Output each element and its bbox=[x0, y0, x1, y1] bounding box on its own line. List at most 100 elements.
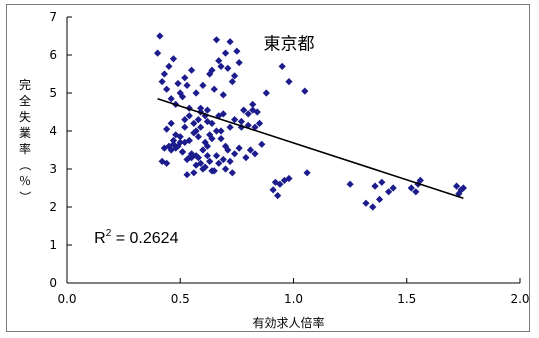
data-point bbox=[221, 49, 230, 57]
data-point bbox=[210, 167, 218, 175]
y-tick-label: 5 bbox=[49, 86, 57, 100]
data-point bbox=[235, 59, 243, 67]
data-point bbox=[194, 133, 202, 141]
data-point bbox=[185, 154, 193, 162]
data-point bbox=[249, 100, 257, 108]
data-point bbox=[192, 89, 200, 97]
data-point bbox=[163, 85, 171, 93]
y-axis-label-char: 失 bbox=[19, 109, 31, 124]
data-point bbox=[274, 192, 282, 200]
data-point bbox=[160, 70, 168, 78]
data-point bbox=[183, 81, 191, 89]
data-point bbox=[452, 182, 461, 190]
data-point bbox=[262, 89, 270, 97]
data-point bbox=[228, 169, 236, 177]
data-point bbox=[203, 152, 212, 160]
data-point bbox=[190, 119, 198, 127]
data-point bbox=[231, 72, 239, 80]
data-point bbox=[194, 116, 202, 124]
data-point bbox=[246, 146, 255, 154]
data-point bbox=[285, 78, 293, 86]
x-tick-label: 0.5 bbox=[171, 292, 190, 306]
data-point bbox=[187, 66, 196, 74]
y-tick-label: 7 bbox=[49, 10, 57, 24]
chart-frame: 0 1 2 3 4 5 6 7 0.0 0.5 1.0 1.5 2.0 東京都 有効求人倍率 完全失業率 （ ％ ）… bbox=[6, 4, 530, 332]
data-point bbox=[199, 146, 207, 154]
data-point bbox=[210, 85, 218, 93]
trend-line bbox=[157, 97, 464, 200]
data-point bbox=[459, 184, 467, 192]
data-point bbox=[407, 184, 415, 192]
data-point bbox=[369, 203, 377, 211]
data-point bbox=[158, 78, 166, 86]
data-point bbox=[208, 119, 216, 127]
y-axis-label-char: ） bbox=[18, 191, 32, 203]
data-point bbox=[276, 180, 284, 188]
data-point bbox=[215, 159, 223, 167]
y-tick-label: 3 bbox=[49, 162, 57, 176]
data-point bbox=[174, 79, 182, 88]
data-point bbox=[219, 91, 227, 99]
data-point bbox=[206, 157, 214, 165]
data-point bbox=[197, 104, 205, 112]
data-point bbox=[212, 36, 221, 44]
data-point bbox=[167, 119, 175, 127]
data-point bbox=[412, 188, 420, 196]
data-point bbox=[226, 123, 234, 131]
data-point bbox=[237, 117, 246, 126]
data-point bbox=[231, 150, 239, 158]
y-tick-label: 0 bbox=[49, 276, 57, 290]
data-point bbox=[226, 38, 234, 46]
y-tick-label: 2 bbox=[49, 200, 57, 214]
data-point bbox=[378, 178, 386, 186]
data-point bbox=[226, 157, 234, 165]
data-point bbox=[215, 57, 223, 65]
y-axis-label-char: 完 bbox=[19, 77, 31, 92]
data-point bbox=[185, 112, 193, 120]
data-point bbox=[208, 66, 216, 74]
data-point bbox=[249, 106, 257, 114]
data-point bbox=[258, 140, 266, 148]
data-point bbox=[457, 186, 465, 194]
y-axis-label-char: 業 bbox=[19, 126, 31, 140]
data-point bbox=[181, 138, 189, 146]
data-point bbox=[172, 144, 180, 152]
data-point bbox=[178, 93, 187, 101]
data-point bbox=[242, 154, 250, 162]
data-point bbox=[178, 148, 187, 156]
data-point bbox=[235, 144, 243, 152]
data-point bbox=[285, 174, 293, 183]
data-point bbox=[253, 108, 261, 116]
data-point bbox=[385, 188, 393, 196]
data-point bbox=[203, 106, 212, 114]
data-point bbox=[231, 116, 239, 124]
data-point bbox=[181, 116, 189, 124]
y-axis-label-char: （ bbox=[18, 159, 32, 171]
data-point bbox=[199, 165, 207, 173]
data-point bbox=[201, 138, 209, 146]
data-point bbox=[219, 155, 227, 164]
data-point bbox=[375, 195, 384, 203]
x-tick-label: 1.0 bbox=[284, 292, 303, 306]
data-point bbox=[181, 123, 189, 131]
data-point bbox=[217, 127, 225, 135]
data-point bbox=[244, 110, 252, 118]
data-point bbox=[240, 106, 248, 114]
data-point bbox=[217, 135, 225, 143]
r-squared-annotation: R2 = 0.2624 bbox=[94, 228, 178, 247]
x-tick-label: 2.0 bbox=[510, 292, 529, 306]
data-point bbox=[194, 154, 202, 162]
data-point bbox=[416, 176, 424, 184]
data-point bbox=[455, 190, 463, 198]
data-point bbox=[371, 182, 379, 190]
data-point bbox=[199, 81, 207, 89]
data-point bbox=[362, 199, 370, 207]
x-tick-label: 1.5 bbox=[397, 292, 416, 306]
data-point bbox=[165, 142, 173, 150]
data-point bbox=[228, 78, 236, 86]
data-point bbox=[176, 133, 184, 141]
data-point bbox=[389, 184, 397, 192]
data-point bbox=[221, 165, 230, 173]
data-point bbox=[206, 131, 214, 139]
